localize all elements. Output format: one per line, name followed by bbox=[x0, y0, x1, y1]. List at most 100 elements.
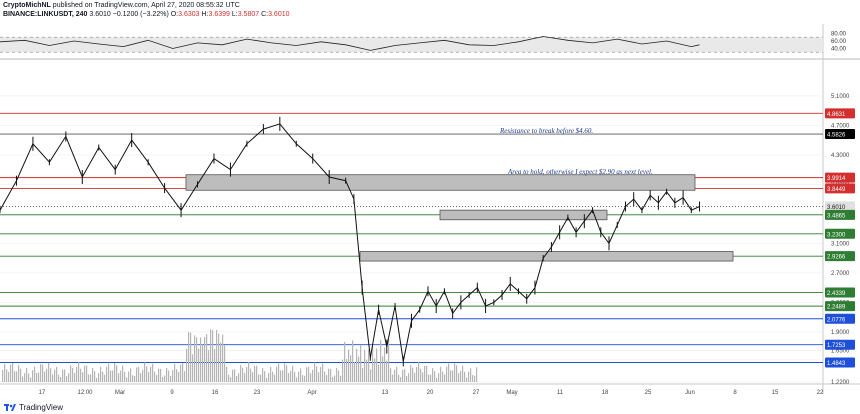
volume-bar bbox=[96, 377, 98, 382]
symbol-label[interactable]: BINANCE:LINKUSDT, 240 bbox=[3, 11, 88, 18]
volume-bar bbox=[14, 371, 16, 382]
volume-bar bbox=[314, 362, 316, 382]
lower-zone bbox=[359, 251, 734, 262]
rsi-band bbox=[0, 37, 823, 53]
publisher-name[interactable]: CryptoMichNL bbox=[3, 2, 51, 9]
volume-bar bbox=[50, 368, 52, 382]
volume-bar bbox=[284, 363, 286, 382]
volume-bar bbox=[142, 369, 144, 382]
open-value: 3.6303 bbox=[178, 11, 200, 18]
footer-brand[interactable]: TradingView bbox=[19, 403, 64, 412]
time-tick-label: Apr bbox=[307, 390, 316, 396]
volume-bar bbox=[212, 330, 214, 382]
volume-bar bbox=[276, 366, 278, 382]
time-tick-label: 13 bbox=[382, 390, 389, 396]
low-value: 3.5807 bbox=[237, 11, 260, 18]
volume-bar bbox=[180, 364, 182, 382]
volume-bar bbox=[114, 363, 116, 382]
volume-bar bbox=[20, 368, 22, 382]
volume-bar bbox=[300, 368, 302, 382]
volume-bar bbox=[358, 356, 360, 382]
time-tick-label: 15 bbox=[772, 390, 779, 396]
volume-bar bbox=[196, 337, 198, 382]
volume-bar bbox=[62, 369, 64, 382]
volume-bar bbox=[66, 376, 68, 382]
volume-bar bbox=[190, 332, 192, 382]
volume-bar bbox=[356, 348, 358, 382]
volume-bar bbox=[204, 337, 206, 382]
volume-bar bbox=[140, 373, 142, 382]
price-tick-label: 4.3000 bbox=[831, 153, 850, 159]
volume-bar bbox=[416, 367, 418, 382]
volume-bar bbox=[192, 354, 194, 382]
volume-bar bbox=[28, 373, 30, 382]
volume-bar bbox=[54, 369, 56, 382]
volume-bar bbox=[130, 368, 132, 382]
time-tick-label: May bbox=[506, 390, 517, 396]
volume-bar bbox=[122, 365, 124, 382]
volume-bar bbox=[294, 371, 296, 382]
volume-bar bbox=[292, 365, 294, 382]
volume-bar bbox=[68, 373, 70, 382]
volume-bar bbox=[166, 368, 168, 382]
volume-bar bbox=[312, 369, 314, 382]
price-level-badge-label: 3.8449 bbox=[827, 187, 846, 193]
volume-bar bbox=[34, 366, 36, 382]
volume-bar bbox=[370, 369, 372, 382]
volume-bar bbox=[82, 372, 84, 382]
price-level-badge-label: 3.6010 bbox=[827, 205, 846, 211]
volume-bar bbox=[236, 376, 238, 382]
volume-bar bbox=[104, 374, 106, 382]
volume-bar bbox=[6, 369, 8, 382]
volume-bar bbox=[16, 371, 18, 382]
support-zone bbox=[439, 209, 608, 221]
volume-bar bbox=[40, 364, 42, 382]
volume-bar bbox=[90, 374, 92, 382]
volume-bar bbox=[176, 369, 178, 382]
volume-bar bbox=[218, 333, 220, 382]
volume-bar bbox=[26, 367, 28, 382]
price-level-badge-label: 4.5826 bbox=[827, 133, 846, 139]
volume-bar bbox=[88, 374, 90, 382]
rsi-tick-label: 80.00 bbox=[831, 32, 847, 38]
volume-bar bbox=[440, 366, 442, 382]
volume-bar bbox=[266, 377, 268, 382]
volume-bar bbox=[430, 374, 432, 382]
volume-bar bbox=[126, 377, 128, 382]
volume-bar bbox=[138, 366, 140, 382]
resistance-annotation: Resistance to break before $4.60. bbox=[500, 127, 594, 135]
volume-bar bbox=[30, 377, 32, 382]
volume-bar bbox=[360, 345, 362, 382]
volume-bar bbox=[302, 375, 304, 382]
volume-bar bbox=[120, 370, 122, 382]
volume-bar bbox=[224, 345, 226, 382]
volume-bar bbox=[332, 376, 334, 382]
volume-bar bbox=[58, 374, 60, 382]
volume-bar bbox=[420, 368, 422, 382]
volume-bar bbox=[194, 335, 196, 382]
volume-bar bbox=[264, 371, 266, 382]
volume-bar bbox=[296, 377, 298, 382]
volume-bar bbox=[76, 366, 78, 382]
time-tick-label: 27 bbox=[473, 390, 480, 396]
volume-bar bbox=[238, 373, 240, 382]
high-value: 3.6399 bbox=[208, 11, 230, 18]
volume-bar bbox=[376, 348, 378, 382]
volume-bar bbox=[164, 375, 166, 382]
volume-bar bbox=[334, 375, 336, 382]
volume-bar bbox=[106, 366, 108, 382]
volume-bar bbox=[124, 371, 126, 382]
open-label: O: bbox=[170, 11, 179, 18]
volume-bar bbox=[24, 373, 26, 382]
volume-bar bbox=[458, 373, 460, 382]
rsi-tick-label: 40.00 bbox=[831, 47, 847, 53]
volume-bar bbox=[128, 371, 130, 382]
rsi-series-line bbox=[0, 36, 700, 51]
price-level-badge bbox=[825, 172, 855, 183]
volume-bar bbox=[216, 329, 218, 382]
volume-bar bbox=[434, 371, 436, 382]
volume-bar bbox=[318, 372, 320, 382]
volume-bar bbox=[10, 364, 12, 382]
price-tick-label: 1.6500 bbox=[831, 348, 850, 354]
